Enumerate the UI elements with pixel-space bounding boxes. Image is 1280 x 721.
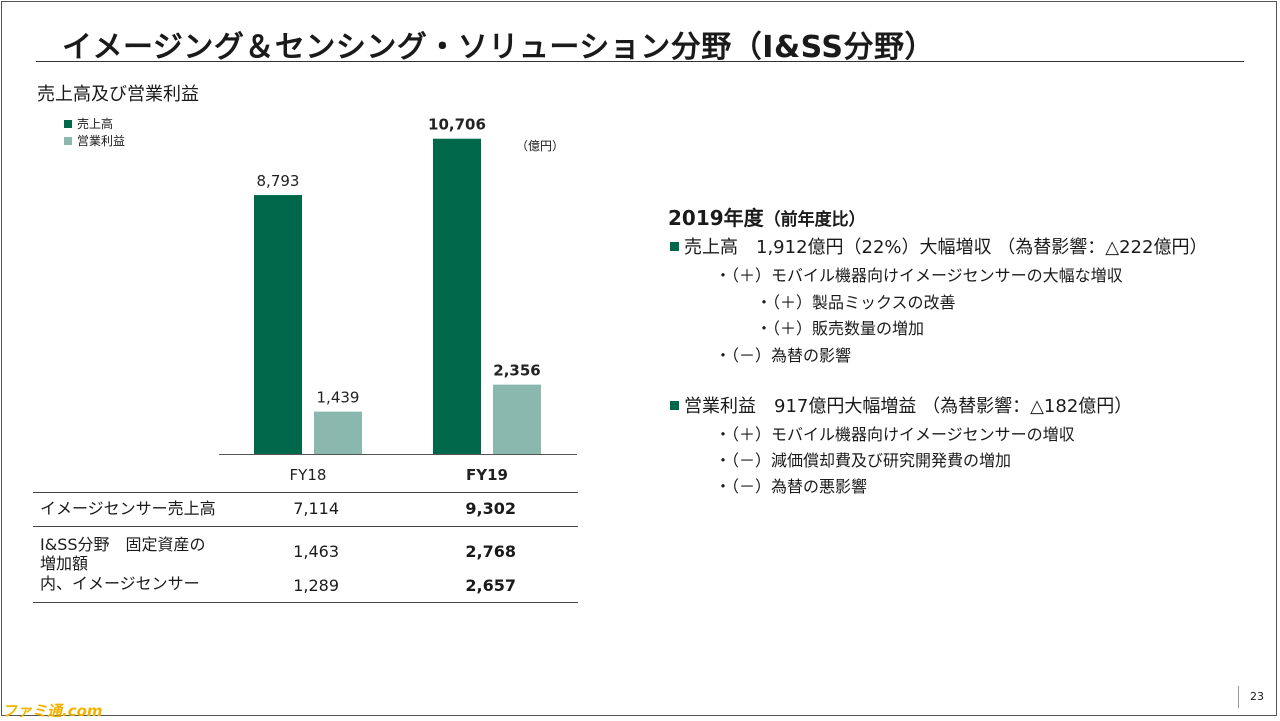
summary-profit-item: ・（－）減価償却費及び研究開発費の増加 [715,451,1012,470]
table-row-label: 内、イメージセンサー [40,574,200,593]
bullet-square-icon [670,400,679,410]
bar-fy18-series1 [314,411,362,454]
legend-swatch-profit [64,136,72,145]
watermark-logo: ファミ通.com [2,702,103,720]
page-number-divider [1238,686,1239,708]
summary-sales-line: 売上高 1,912億円（22%）大幅増収 （為替影響：△222億円） [670,233,1207,259]
data-label: 8,793 [257,172,300,190]
summary-profit-text: 営業利益 917億円大幅増益 （為替影響：△182億円） [684,396,1133,417]
summary-sales-item: ・（＋）製品ミックスの改善 [756,293,956,312]
summary-profit-item: ・（－）為替の悪影響 [715,477,868,496]
legend-label-sales: 売上高 [77,117,114,131]
table-mid-rule [33,526,578,527]
summary-sales-item: ・（－）為替の影響 [715,346,852,365]
table-row-label: I&SS分野 固定資産の [40,535,206,554]
page-title: イメージング＆センシング・ソリューション分野（I&SS分野） [62,30,935,65]
table-cell-fy19: 9,302 [465,499,516,518]
bullet-square-icon [670,241,679,251]
x-tick-label: FY19 [466,466,508,484]
legend-item-profit: 営業利益 [64,132,125,149]
summary-profit-line: 営業利益 917億円大幅増益 （為替影響：△182億円） [670,392,1132,418]
legend-label-profit: 営業利益 [77,134,126,148]
summary-sales-item: ・（＋）モバイル機器向けイメージセンサーの大幅な増収 [715,266,1123,285]
summary-heading-note: （前年度比） [763,210,866,230]
summary-heading: 2019年度（前年度比） [668,202,866,231]
data-label: 1,439 [317,389,360,407]
bar-fy19-series1 [493,384,541,454]
table-row-label: イメージセンサー売上高 [40,499,216,518]
title-divider [36,61,1244,62]
chart-title: 売上高及び営業利益 [37,84,199,105]
table-row-label-cont: 増加額 [40,554,89,573]
table-cell-fy19: 2,657 [465,576,516,595]
table-top-rule [33,492,578,493]
table-cell-fy18: 7,114 [293,499,339,518]
legend-item-sales: 売上高 [64,115,113,132]
summary-sales-item: ・（＋）販売数量の増加 [756,319,925,338]
table-cell-fy18: 1,289 [293,576,339,595]
page-number: 23 [1250,690,1264,703]
summary-sales-text: 売上高 1,912億円（22%）大幅増収 （為替影響：△222億円） [684,237,1208,258]
summary-profit-item: ・（＋）モバイル機器向けイメージセンサーの増収 [715,425,1075,444]
data-label: 10,706 [428,116,486,134]
summary-year: 2019年度 [668,206,764,230]
table-bottom-rule [33,602,578,603]
data-label: 2,356 [493,362,540,380]
legend-swatch-sales [64,119,72,128]
x-tick-label: FY18 [290,466,327,484]
bar-fy19-series0 [433,138,481,454]
unit-label: （億円） [516,139,565,153]
table-cell-fy19: 2,768 [465,542,516,561]
table-cell-fy18: 1,463 [293,542,339,561]
bar-fy18-series0 [254,195,302,455]
